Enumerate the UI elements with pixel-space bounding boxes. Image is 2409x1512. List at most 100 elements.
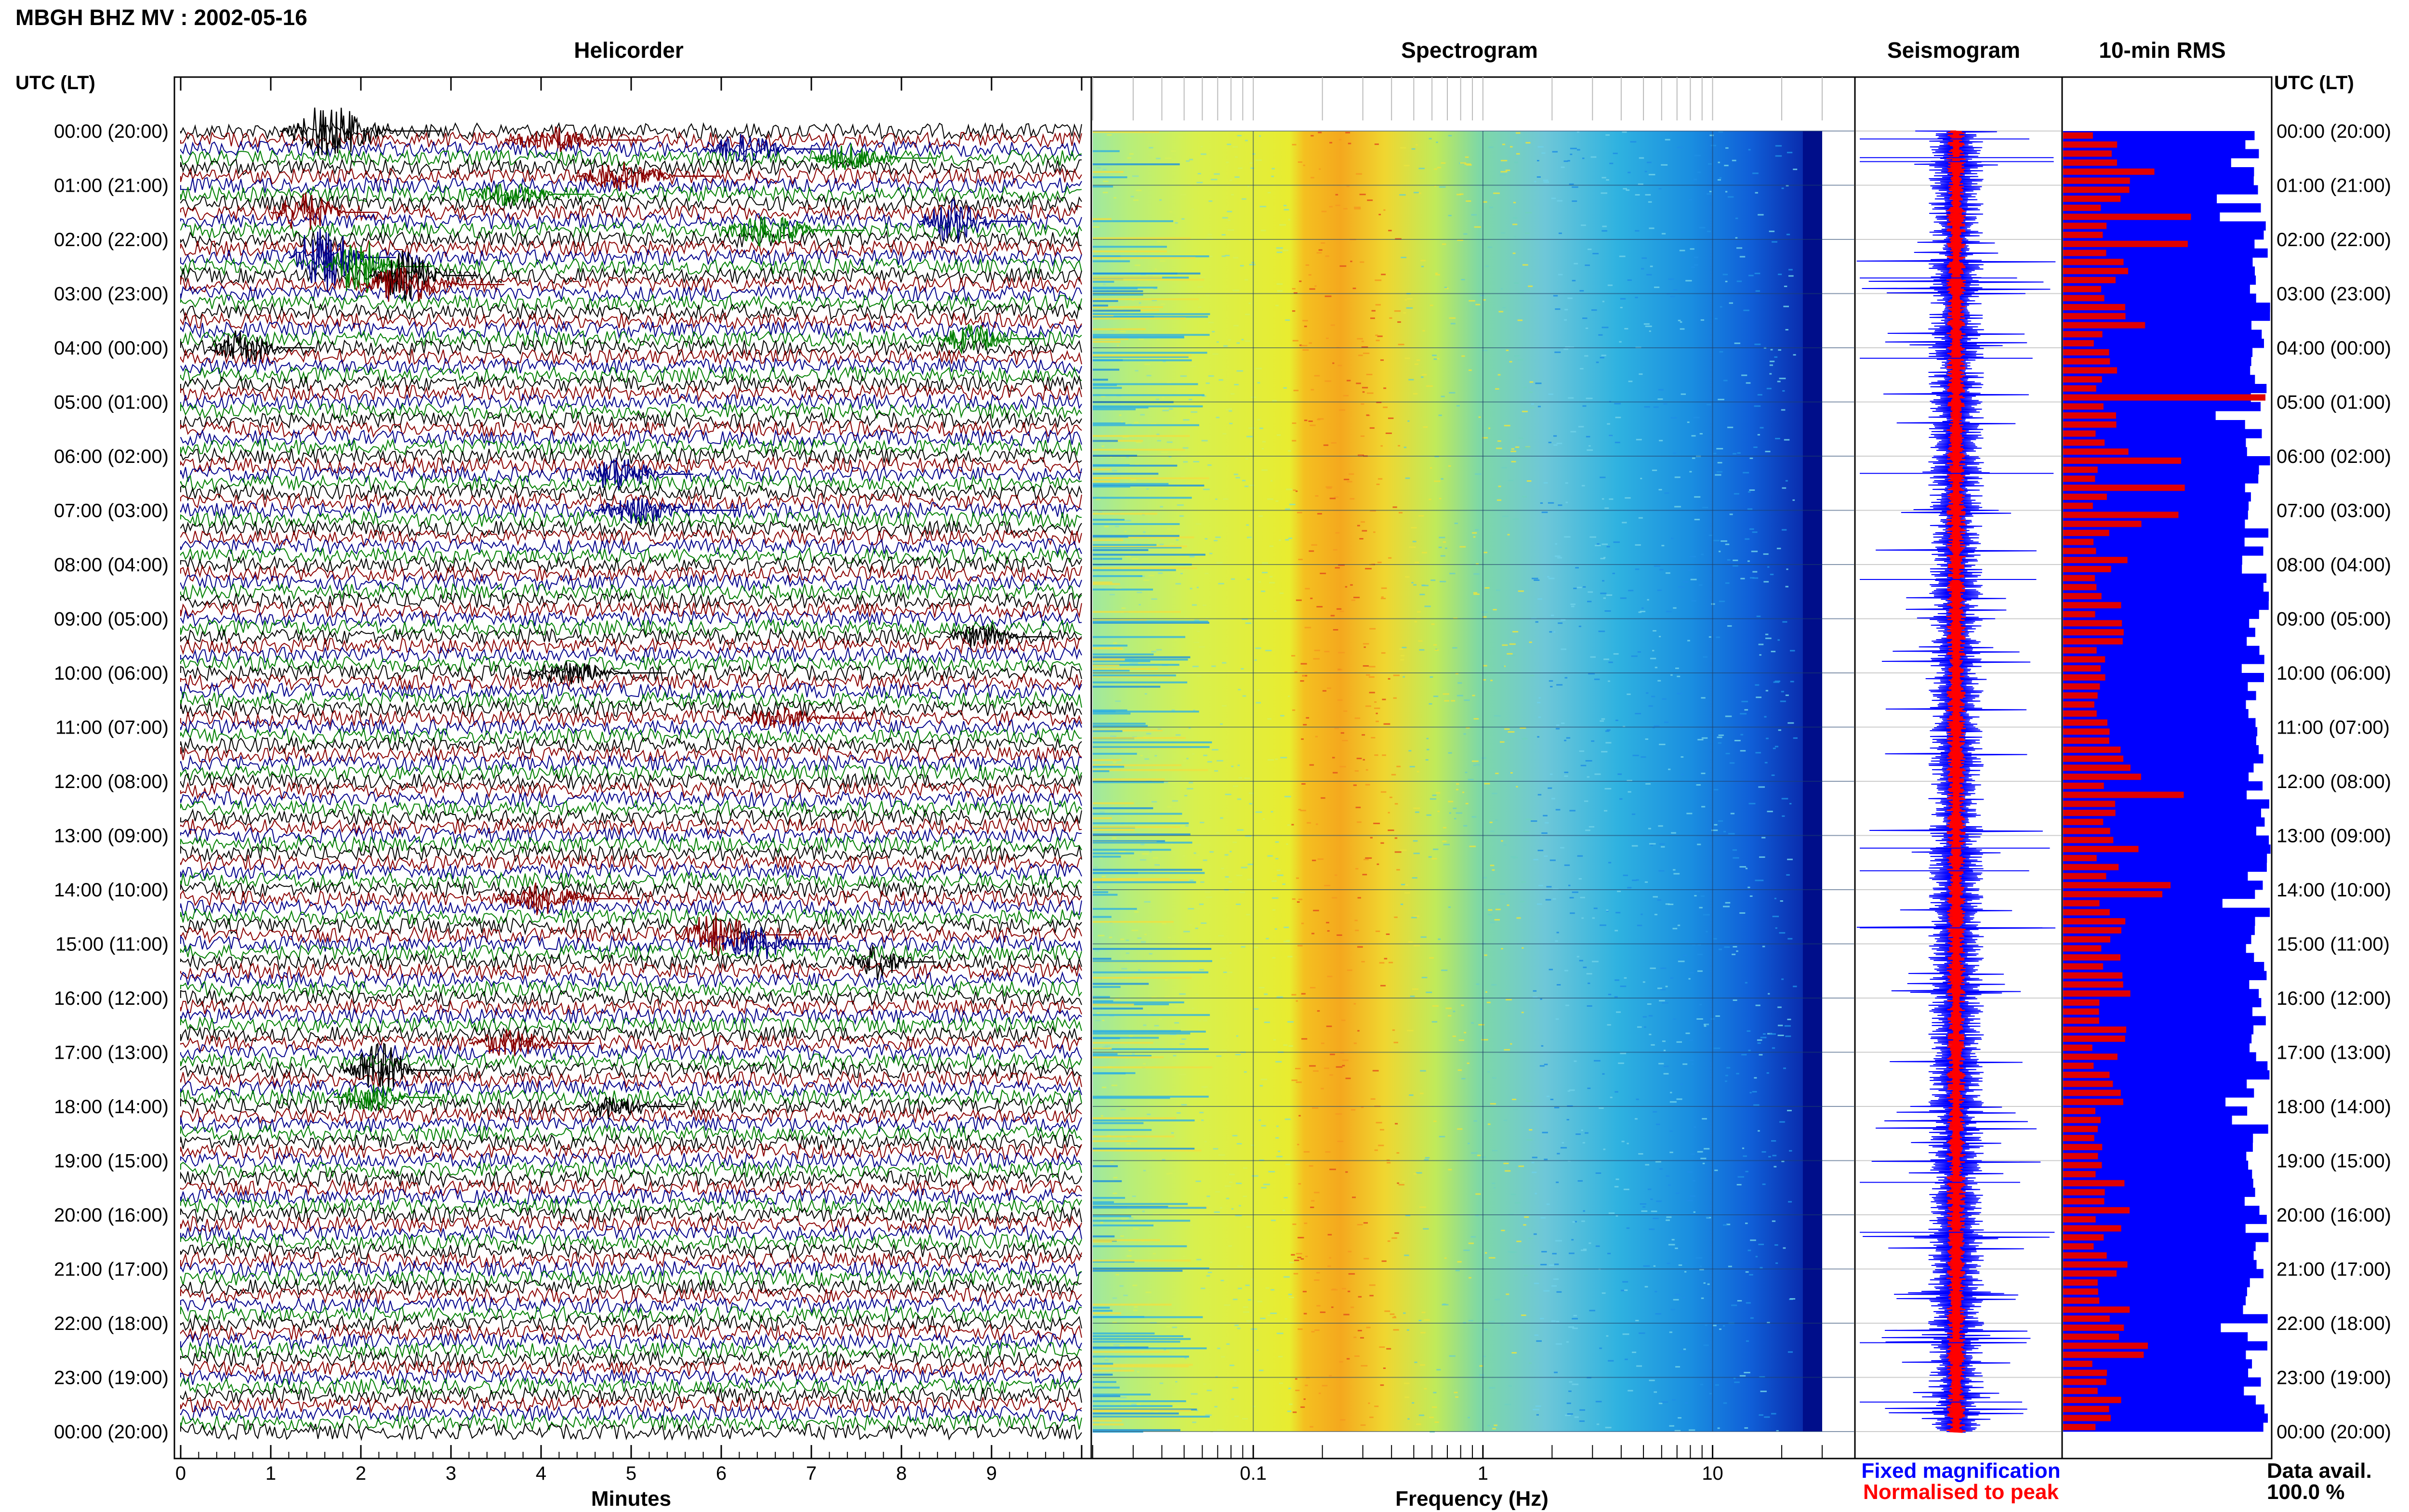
spectrogram-speckle (1650, 844, 1654, 846)
spectrogram-speckle (1347, 481, 1352, 483)
spectrogram-speckle (1316, 606, 1323, 608)
spectrogram-streak (1093, 480, 1120, 483)
spectrogram-speckle (1536, 1414, 1539, 1416)
spectrogram-speckle (1345, 1078, 1351, 1079)
spectrogram-speckle (1778, 349, 1781, 351)
helicorder-trace (180, 1160, 1082, 1179)
spectrogram-speckle (1567, 1090, 1570, 1092)
spectrogram-speckle (1254, 947, 1258, 948)
spectrogram-speckle (1508, 1213, 1514, 1215)
helicorder-trace (180, 393, 1082, 411)
spectrogram-speckle (1763, 581, 1769, 583)
spectrogram-speckle (1669, 1425, 1674, 1427)
spectrogram-speckle (1220, 817, 1223, 819)
spectrogram-speckle (1316, 1272, 1320, 1274)
spectrogram-speckle (1657, 987, 1662, 989)
spectrogram-speckle (1357, 525, 1360, 526)
spectrogram-speckle (1455, 1270, 1460, 1272)
spectrogram-speckle (1388, 829, 1394, 831)
spectrogram-speckle (1284, 926, 1289, 928)
helicorder-trace (180, 781, 1082, 800)
spectrogram-streak (1093, 581, 1112, 584)
spectrogram-streak (1093, 1207, 1206, 1209)
helicorder-trace (180, 1070, 1082, 1089)
spectrogram-speckle (1737, 1176, 1744, 1178)
spectrogram-speckle (1559, 232, 1562, 234)
spectrogram-speckle (1773, 748, 1776, 749)
spectrogram-speckle (1769, 364, 1773, 366)
helicorder-trace (180, 1422, 1082, 1441)
spectrogram-speckle (1498, 311, 1504, 313)
spectrogram-speckle (1670, 977, 1674, 979)
spectrogram-speckle (1165, 996, 1170, 998)
spectrogram-streak (1093, 770, 1110, 772)
helicorder-event (703, 133, 829, 163)
rms-normalised-bar (2063, 177, 2130, 184)
spectrogram-speckle (1764, 1416, 1770, 1418)
spectrogram-speckle (1562, 1142, 1564, 1144)
spectrogram-speckle (1154, 755, 1157, 757)
spectrogram-speckle (1350, 584, 1353, 586)
spectrogram-speckle (1733, 559, 1738, 561)
spectrogram-speckle (1691, 600, 1696, 602)
spectrogram-streak (1093, 658, 1188, 661)
spectrogram-speckle (1679, 478, 1683, 480)
spectrogram-speckle (1516, 917, 1521, 919)
spectrogram-speckle (1504, 1404, 1511, 1406)
row-label: 13:00 (09:00) (54, 826, 169, 847)
spectrogram-speckle (1551, 197, 1556, 199)
spectrogram-speckle (1120, 1235, 1125, 1237)
spectrogram-speckle (1556, 932, 1559, 933)
rms-fixed-bar (2063, 248, 2268, 258)
spectrogram-speckle (1757, 1042, 1761, 1044)
spectrogram-speckle (1585, 829, 1590, 831)
spectrogram-speckle (1152, 801, 1157, 803)
spectrogram-speckle (1288, 1387, 1291, 1389)
spectrogram-speckle (1745, 1170, 1748, 1172)
spectrogram-speckle (1725, 715, 1732, 717)
spectrogram-speckle (1657, 589, 1662, 591)
helicorder-trace (180, 1341, 1082, 1360)
rms-normalised-bar (2063, 1162, 2102, 1169)
spectrogram-streak (1093, 255, 1209, 258)
spectrogram-speckle (1749, 457, 1753, 459)
spectrogram-speckle (1206, 237, 1213, 239)
spectrogram-speckle (1636, 879, 1639, 881)
spectrogram-speckle (1581, 1130, 1583, 1131)
spectrogram-speckle (1154, 864, 1160, 866)
spectrogram-speckle (1444, 1257, 1447, 1259)
spectrogram-speckle (1733, 453, 1736, 455)
spectrogram-speckle (1236, 1035, 1238, 1037)
helicorder-trace (180, 1278, 1082, 1297)
spectrogram-speckle (1146, 375, 1152, 377)
spectrogram-streak (1093, 309, 1141, 312)
spectrogram-speckle (1203, 754, 1207, 756)
spectrogram-speckle (1356, 173, 1362, 175)
helicorder-event (721, 927, 829, 960)
spectrogram-speckle (1125, 939, 1129, 941)
spectrogram-speckle (1581, 485, 1585, 486)
rms-normalised-bar (2063, 259, 2124, 265)
spectrogram-speckle (1319, 168, 1321, 170)
spectrogram-speckle (1098, 511, 1102, 513)
spectrogram-speckle (1244, 1071, 1247, 1073)
spectrogram-speckle (1335, 874, 1337, 876)
spectrogram-speckle (1449, 317, 1456, 319)
spectrogram-speckle (1497, 374, 1501, 376)
spectrogram-speckle (1522, 264, 1528, 266)
rms-normalised-bar (2063, 1180, 2125, 1186)
spectrogram-speckle (1500, 171, 1508, 173)
spectrogram-speckle (1228, 219, 1231, 221)
spectrogram-speckle (1400, 659, 1404, 661)
spectrogram-speckle (1193, 710, 1195, 711)
spectrogram-speckle (1404, 357, 1410, 359)
spectrogram-speckle (1669, 1151, 1673, 1153)
spectrogram-speckle (1563, 160, 1568, 162)
spectrogram-speckle (1301, 783, 1306, 785)
spectrogram-speckle (1483, 552, 1488, 553)
spectrogram-speckle (1320, 1311, 1326, 1313)
spectrogram-speckle (1522, 738, 1528, 740)
spectrogram-speckle (1226, 409, 1232, 411)
spectrogram-streak (1093, 674, 1176, 677)
spectrogram-speckle (1445, 1007, 1452, 1009)
